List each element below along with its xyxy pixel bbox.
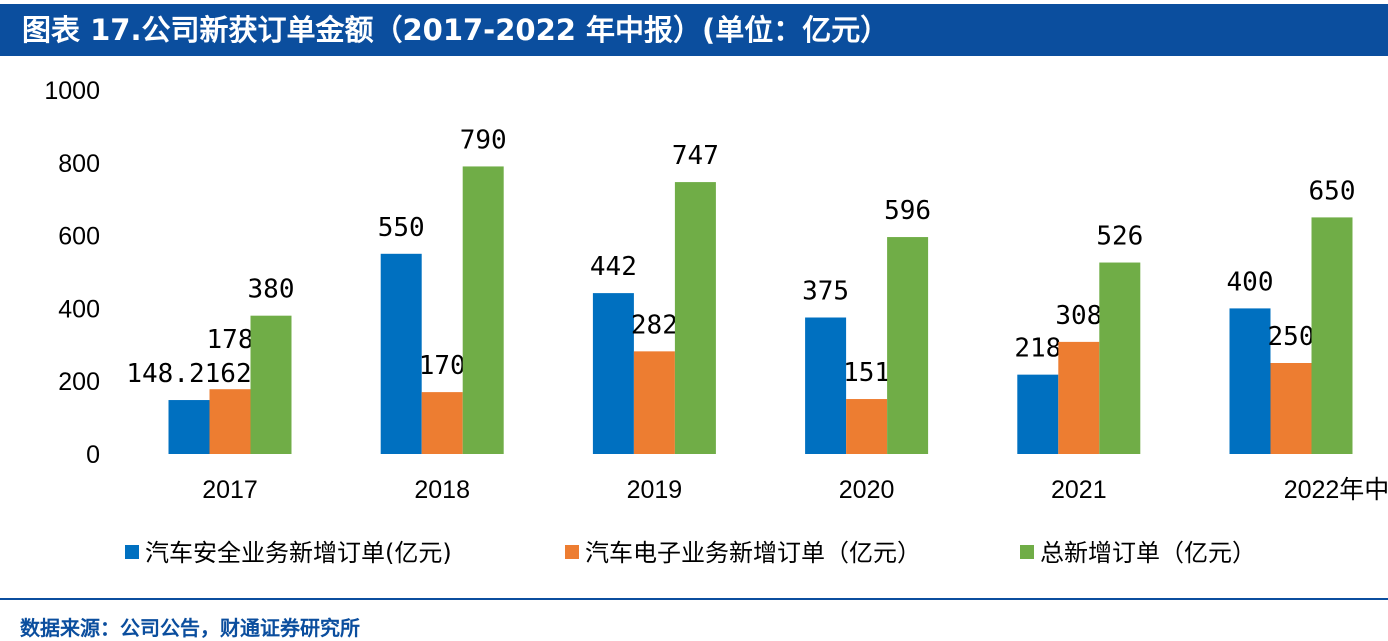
bar [421, 392, 463, 454]
bar [674, 182, 716, 455]
data-label: 308 [1055, 301, 1102, 331]
y-tick-label: 1000 [44, 77, 100, 105]
data-label: 178 [207, 325, 254, 355]
bar [168, 400, 210, 454]
data-label: 148.2162 [126, 359, 251, 389]
y-tick-label: 200 [58, 368, 100, 396]
y-tick-label: 600 [58, 223, 100, 251]
legend-swatch [1020, 545, 1034, 559]
bar [1099, 262, 1141, 454]
data-label: 218 [1014, 334, 1061, 364]
bar [380, 253, 422, 454]
legend-swatch [125, 545, 139, 559]
data-label: 650 [1309, 176, 1356, 206]
data-label: 526 [1096, 222, 1143, 252]
data-label: 282 [631, 310, 678, 340]
bar [887, 237, 929, 454]
bar [462, 166, 504, 454]
data-label: 442 [590, 252, 637, 282]
divider [0, 598, 1388, 600]
bar [1058, 341, 1100, 454]
legend-label: 汽车安全业务新增订单(亿元) [145, 539, 452, 567]
x-tick-label: 2020 [839, 476, 895, 504]
bar [1229, 308, 1271, 454]
bar [805, 317, 847, 454]
chart-title: 图表 17.公司新获订单金额（2017-2022 年中报）(单位：亿元） [0, 4, 1388, 56]
data-label: 375 [802, 277, 849, 307]
data-label: 747 [672, 141, 719, 171]
bar [633, 351, 675, 454]
legend-swatch [565, 545, 579, 559]
data-label: 250 [1268, 322, 1315, 352]
bar-chart: 0 200 400 600 800 1000 2017 148.2162 178 380 2018 5… [44, 77, 1388, 567]
y-tick-label: 800 [58, 150, 100, 178]
x-tick-label: 2017 [202, 476, 258, 504]
bar [592, 293, 634, 454]
bar [846, 399, 888, 454]
y-tick-label: 0 [86, 441, 100, 469]
x-tick-label: 2018 [414, 476, 470, 504]
bar [1311, 217, 1353, 454]
data-label: 400 [1227, 267, 1274, 297]
data-label: 596 [884, 196, 931, 226]
source-note: 数据来源：公司公告，财通证券研究所 [20, 616, 360, 640]
x-tick-label: 2019 [627, 476, 683, 504]
data-label: 790 [460, 125, 507, 155]
y-tick-label: 400 [58, 295, 100, 323]
data-label: 380 [248, 275, 295, 305]
bar [1017, 374, 1059, 454]
data-label: 550 [378, 213, 425, 243]
bar [209, 389, 251, 454]
x-tick-label: 2021 [1051, 476, 1107, 504]
legend-label: 汽车电子业务新增订单（亿元） [585, 539, 921, 567]
data-label: 170 [419, 351, 466, 381]
data-label: 151 [843, 358, 890, 388]
legend-label: 总新增订单（亿元） [1040, 539, 1256, 567]
bar [1270, 363, 1312, 454]
bar [250, 315, 292, 454]
